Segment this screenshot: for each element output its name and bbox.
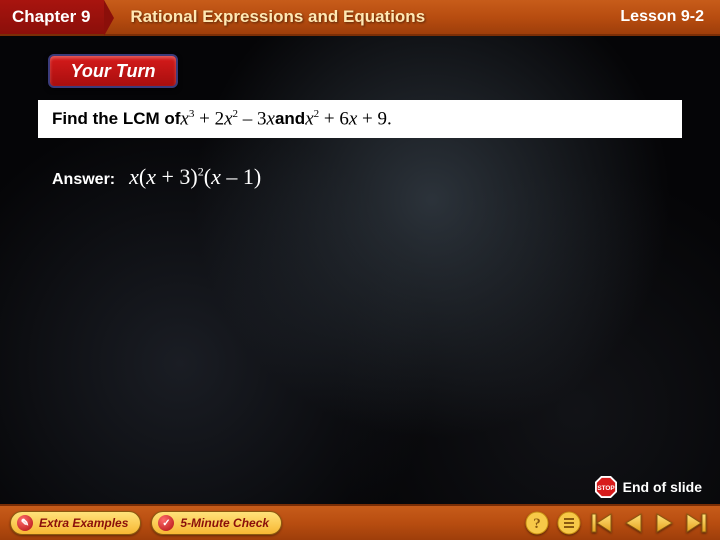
- question-conj: and: [275, 109, 305, 129]
- first-slide-button[interactable]: [588, 510, 614, 536]
- question-poly2: x2 + 6x + 9.: [305, 108, 392, 130]
- contents-icon: [557, 511, 581, 535]
- last-icon: [685, 511, 709, 535]
- five-minute-check-button[interactable]: ✓ 5-Minute Check: [151, 511, 282, 535]
- help-button[interactable]: ?: [524, 510, 550, 536]
- stop-icon: STOP: [595, 476, 617, 498]
- last-slide-button[interactable]: [684, 510, 710, 536]
- answer-row: Answer: x(x + 3)2(x – 1): [52, 164, 261, 190]
- next-icon: [653, 511, 677, 535]
- extra-examples-button[interactable]: ✎ Extra Examples: [10, 511, 141, 535]
- book-icon: ✎: [17, 515, 33, 531]
- header-bar: Chapter 9 Rational Expressions and Equat…: [0, 0, 720, 36]
- question-bar: Find the LCM of x3 + 2x2 – 3x and x2 + 6…: [38, 100, 682, 138]
- answer-label: Answer:: [52, 171, 115, 189]
- lesson-label: Lesson 9-2: [620, 0, 720, 34]
- help-icon: ?: [525, 511, 549, 535]
- answer-expression: x(x + 3)2(x – 1): [129, 164, 261, 190]
- chapter-label: Chapter 9: [12, 7, 90, 27]
- footer-bar: ✎ Extra Examples ✓ 5-Minute Check ?: [0, 504, 720, 540]
- slide-stage: Your Turn Find the LCM of x3 + 2x2 – 3x …: [0, 36, 720, 504]
- svg-text:?: ?: [533, 516, 541, 532]
- prev-slide-button[interactable]: [620, 510, 646, 536]
- end-of-slide: STOP End of slide: [595, 476, 702, 498]
- next-slide-button[interactable]: [652, 510, 678, 536]
- header-title: Rational Expressions and Equations: [104, 0, 620, 34]
- end-of-slide-label: End of slide: [623, 479, 702, 495]
- your-turn-label: Your Turn: [71, 61, 156, 82]
- prev-icon: [621, 511, 645, 535]
- question-poly1: x3 + 2x2 – 3x: [180, 108, 275, 130]
- chapter-tab: Chapter 9: [0, 0, 104, 34]
- five-minute-check-label: 5-Minute Check: [180, 516, 269, 530]
- extra-examples-label: Extra Examples: [39, 516, 128, 530]
- clock-icon: ✓: [158, 515, 174, 531]
- svg-text:STOP: STOP: [597, 485, 615, 492]
- question-lead: Find the LCM of: [52, 109, 180, 129]
- first-icon: [589, 511, 613, 535]
- your-turn-badge: Your Turn: [48, 54, 178, 88]
- contents-button[interactable]: [556, 510, 582, 536]
